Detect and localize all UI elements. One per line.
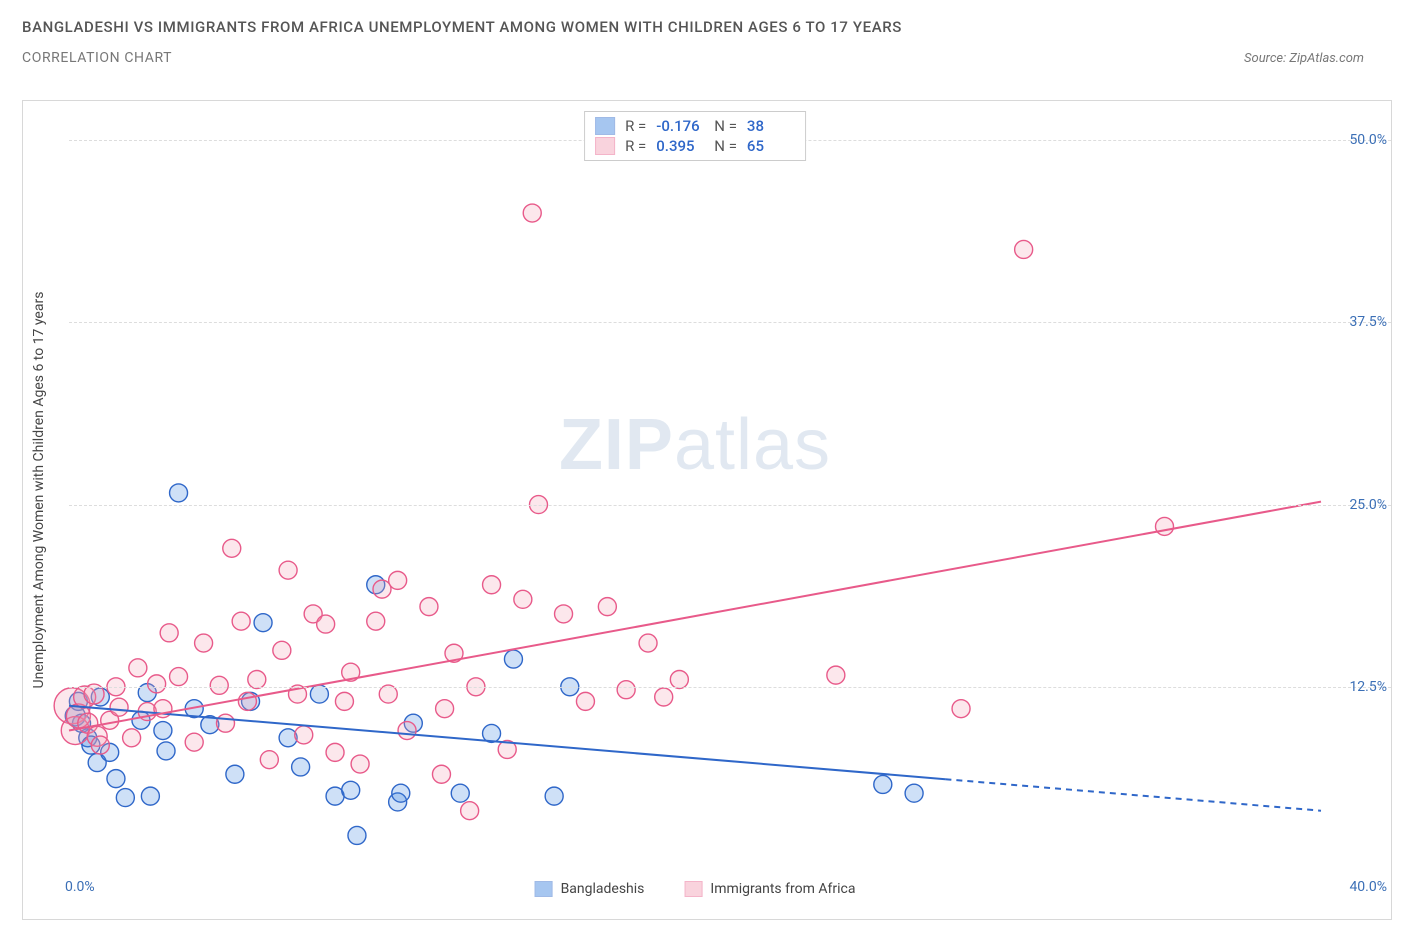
gridline (69, 505, 1391, 506)
scatter-svg (69, 111, 1321, 869)
scatter-point (154, 722, 172, 740)
scatter-point (545, 787, 563, 805)
legend-swatch (595, 137, 615, 155)
legend-series-label: Immigrants from Africa (710, 881, 855, 897)
chart-subtitle: CORRELATION CHART (22, 50, 172, 66)
scatter-point (170, 484, 188, 502)
scatter-point (576, 692, 594, 710)
scatter-point (223, 539, 241, 557)
scatter-point (348, 826, 366, 844)
scatter-point (827, 666, 845, 684)
scatter-point (185, 733, 203, 751)
scatter-point (952, 700, 970, 718)
scatter-point (317, 615, 335, 633)
trend-line-dashed (945, 779, 1321, 810)
scatter-point (279, 729, 297, 747)
y-tick-label: 50.0% (1327, 132, 1387, 148)
scatter-point (226, 765, 244, 783)
scatter-point (123, 729, 141, 747)
scatter-point (91, 736, 109, 754)
scatter-point (342, 781, 360, 799)
scatter-point (392, 784, 410, 802)
legend-r-value: -0.176 (656, 117, 704, 135)
scatter-point (295, 726, 313, 744)
scatter-point (905, 784, 923, 802)
y-tick-label: 25.0% (1327, 497, 1387, 513)
scatter-point (432, 765, 450, 783)
legend-stats-row: R = 0.395 N = 65 (595, 136, 795, 156)
scatter-point (148, 675, 166, 693)
legend-stats-row: R = -0.176 N = 38 (595, 116, 795, 136)
scatter-point (260, 751, 278, 769)
y-tick-label: 37.5% (1327, 314, 1387, 330)
scatter-point (504, 650, 522, 668)
scatter-point (116, 789, 134, 807)
bottom-legend-item: Immigrants from Africa (684, 881, 855, 897)
bottom-legend: Bangladeshis Immigrants from Africa (535, 881, 856, 897)
scatter-point (254, 614, 272, 632)
y-axis-label: Unemployment Among Women with Children A… (31, 292, 47, 689)
chart-container: Unemployment Among Women with Children A… (22, 100, 1392, 920)
scatter-point (232, 612, 250, 630)
legend-series-label: Bangladeshis (561, 881, 645, 897)
scatter-point (598, 598, 616, 616)
scatter-point (160, 624, 178, 642)
scatter-point (273, 641, 291, 659)
x-tick-origin: 0.0% (65, 879, 95, 895)
scatter-point (217, 714, 235, 732)
scatter-point (420, 598, 438, 616)
bottom-legend-item: Bangladeshis (535, 881, 645, 897)
scatter-point (523, 204, 541, 222)
scatter-point (210, 676, 228, 694)
scatter-point (292, 758, 310, 776)
gridline (69, 687, 1391, 688)
scatter-point (1015, 240, 1033, 258)
legend-swatch (535, 881, 553, 897)
legend-r-label: R = (625, 117, 646, 135)
scatter-point (639, 634, 657, 652)
legend-n-label: N = (714, 137, 737, 155)
gridline (69, 322, 1391, 323)
scatter-point (238, 692, 256, 710)
legend-swatch (684, 881, 702, 897)
legend-n-value: 65 (747, 137, 795, 155)
scatter-point (107, 770, 125, 788)
chart-title: BANGLADESHI VS IMMIGRANTS FROM AFRICA UN… (22, 18, 1384, 36)
scatter-point (555, 605, 573, 623)
scatter-point (451, 784, 469, 802)
scatter-point (389, 571, 407, 589)
scatter-point (170, 668, 188, 686)
y-tick-label: 12.5% (1327, 679, 1387, 695)
scatter-point (326, 743, 344, 761)
scatter-point (436, 700, 454, 718)
scatter-point (141, 787, 159, 805)
scatter-point (483, 576, 501, 594)
scatter-point (129, 659, 147, 677)
scatter-point (279, 561, 297, 579)
scatter-point (1156, 517, 1174, 535)
legend-n-value: 38 (747, 117, 795, 135)
source-attribution: Source: ZipAtlas.com (1244, 51, 1384, 66)
scatter-point (514, 590, 532, 608)
scatter-point (655, 688, 673, 706)
scatter-point (617, 681, 635, 699)
scatter-point (461, 802, 479, 820)
scatter-point (398, 722, 416, 740)
scatter-point (195, 634, 213, 652)
scatter-point (874, 775, 892, 793)
scatter-point (367, 612, 385, 630)
scatter-point (335, 692, 353, 710)
legend-n-label: N = (714, 117, 737, 135)
legend-r-label: R = (625, 137, 646, 155)
legend-swatch (595, 117, 615, 135)
x-tick-max: 40.0% (1327, 879, 1387, 895)
scatter-point (351, 755, 369, 773)
scatter-point (157, 742, 175, 760)
legend-stats-box: R = -0.176 N = 38 R = 0.395 N = 65 (584, 111, 806, 161)
scatter-point (110, 698, 128, 716)
legend-r-value: 0.395 (656, 137, 704, 155)
plot-area: Unemployment Among Women with Children A… (69, 111, 1321, 869)
